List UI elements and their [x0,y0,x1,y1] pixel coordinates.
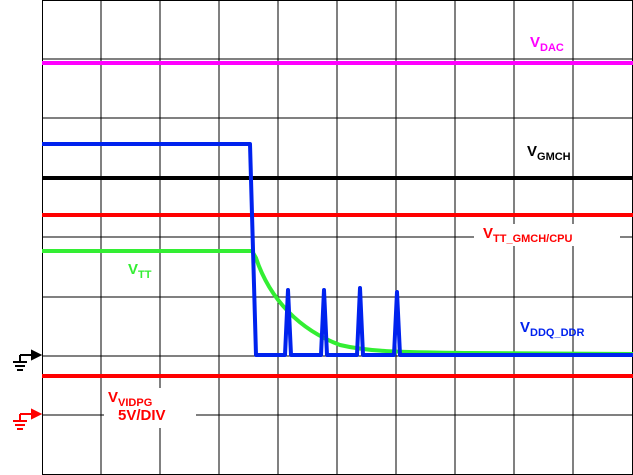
label-background [474,224,620,246]
label-gmch: VGMCH [527,143,571,163]
label-background [104,388,196,428]
label-vidpg: VVIDPG [108,389,152,409]
trace-ddq-ddr [42,142,633,357]
label-dac: VDAC [530,34,564,54]
label-ddq-ddr: VDDQ_DDR [520,319,584,339]
ground-marker-red [13,408,43,430]
ground-marker-black [13,349,43,371]
label-scale: 5V/DIV [118,407,166,424]
trace-tt [42,249,633,356]
label-tt: VTT [128,261,152,281]
label-tt-gmch-cpu: VTT_GMCH/CPU [483,225,573,245]
